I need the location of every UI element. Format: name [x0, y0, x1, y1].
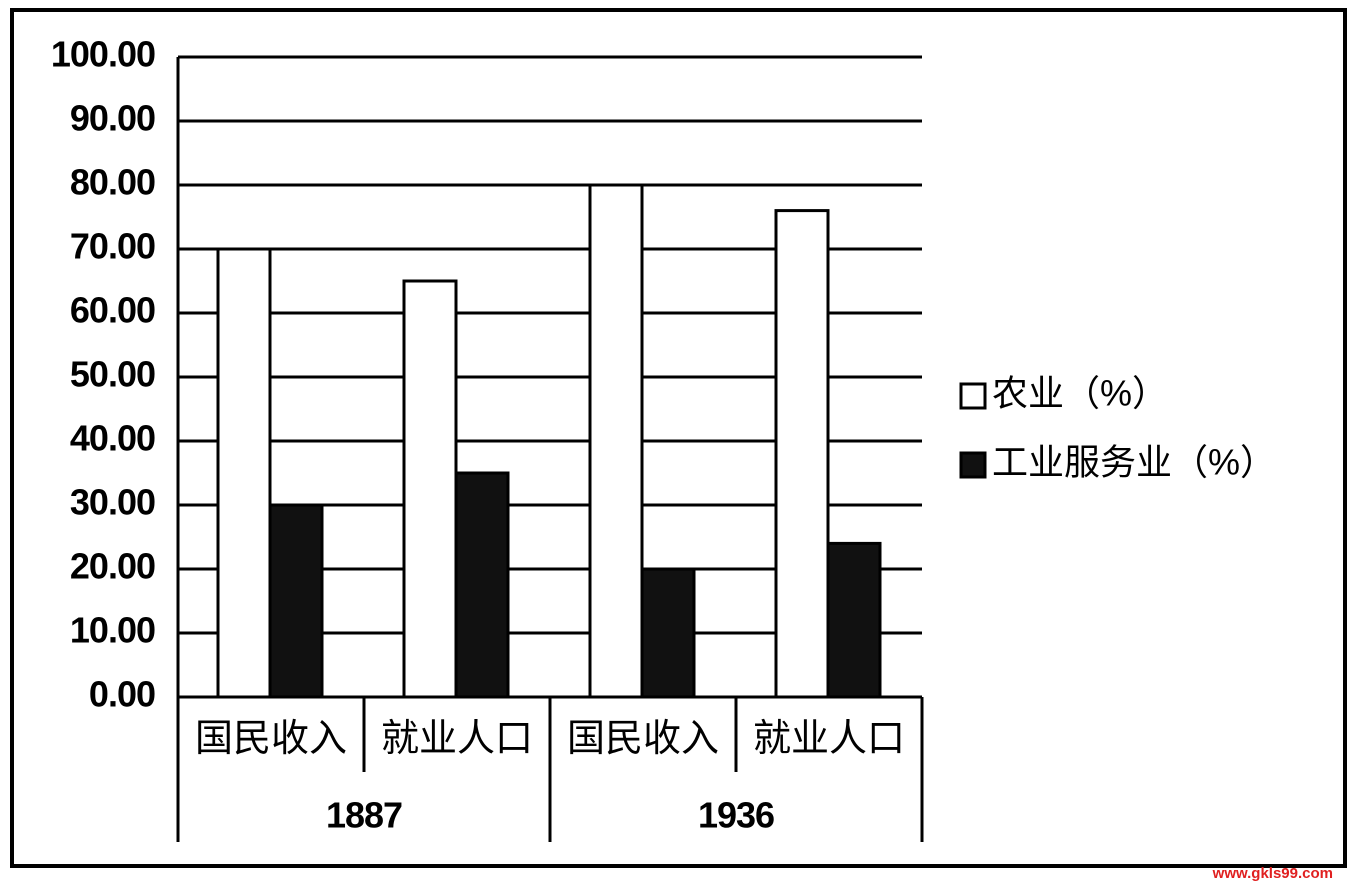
bar [640, 567, 696, 699]
y-tick-label: 40.00 [70, 418, 155, 459]
y-tick-label: 100.00 [51, 34, 155, 75]
legend-swatch [959, 382, 987, 410]
y-tick-label: 10.00 [70, 610, 155, 651]
y-tick-label: 90.00 [70, 98, 155, 139]
bar [216, 247, 272, 699]
group-label: 1887 [326, 795, 402, 836]
y-tick-label: 50.00 [70, 354, 155, 395]
y-tick-label: 60.00 [70, 290, 155, 331]
bar [454, 471, 510, 699]
watermark: www.gkls99.com [1212, 865, 1333, 882]
y-tick-label: 0.00 [89, 674, 155, 715]
x-tick-label: 就业人口 [381, 718, 533, 760]
y-tick-label: 80.00 [70, 162, 155, 203]
bar [402, 279, 458, 699]
legend-label: 农业（%） [992, 373, 1168, 414]
x-tick-label: 国民收入 [195, 718, 347, 760]
bar [774, 209, 830, 699]
y-tick-label: 70.00 [70, 226, 155, 267]
legend-label: 工业服务业（%） [992, 442, 1276, 483]
x-tick-label: 就业人口 [753, 718, 905, 760]
y-tick-label: 30.00 [70, 482, 155, 523]
bar [268, 503, 324, 699]
y-tick-label: 20.00 [70, 546, 155, 587]
legend-swatch [959, 451, 987, 479]
group-label: 1936 [698, 795, 774, 836]
bar [588, 183, 644, 699]
x-tick-label: 国民收入 [567, 718, 719, 760]
bar [826, 541, 882, 699]
